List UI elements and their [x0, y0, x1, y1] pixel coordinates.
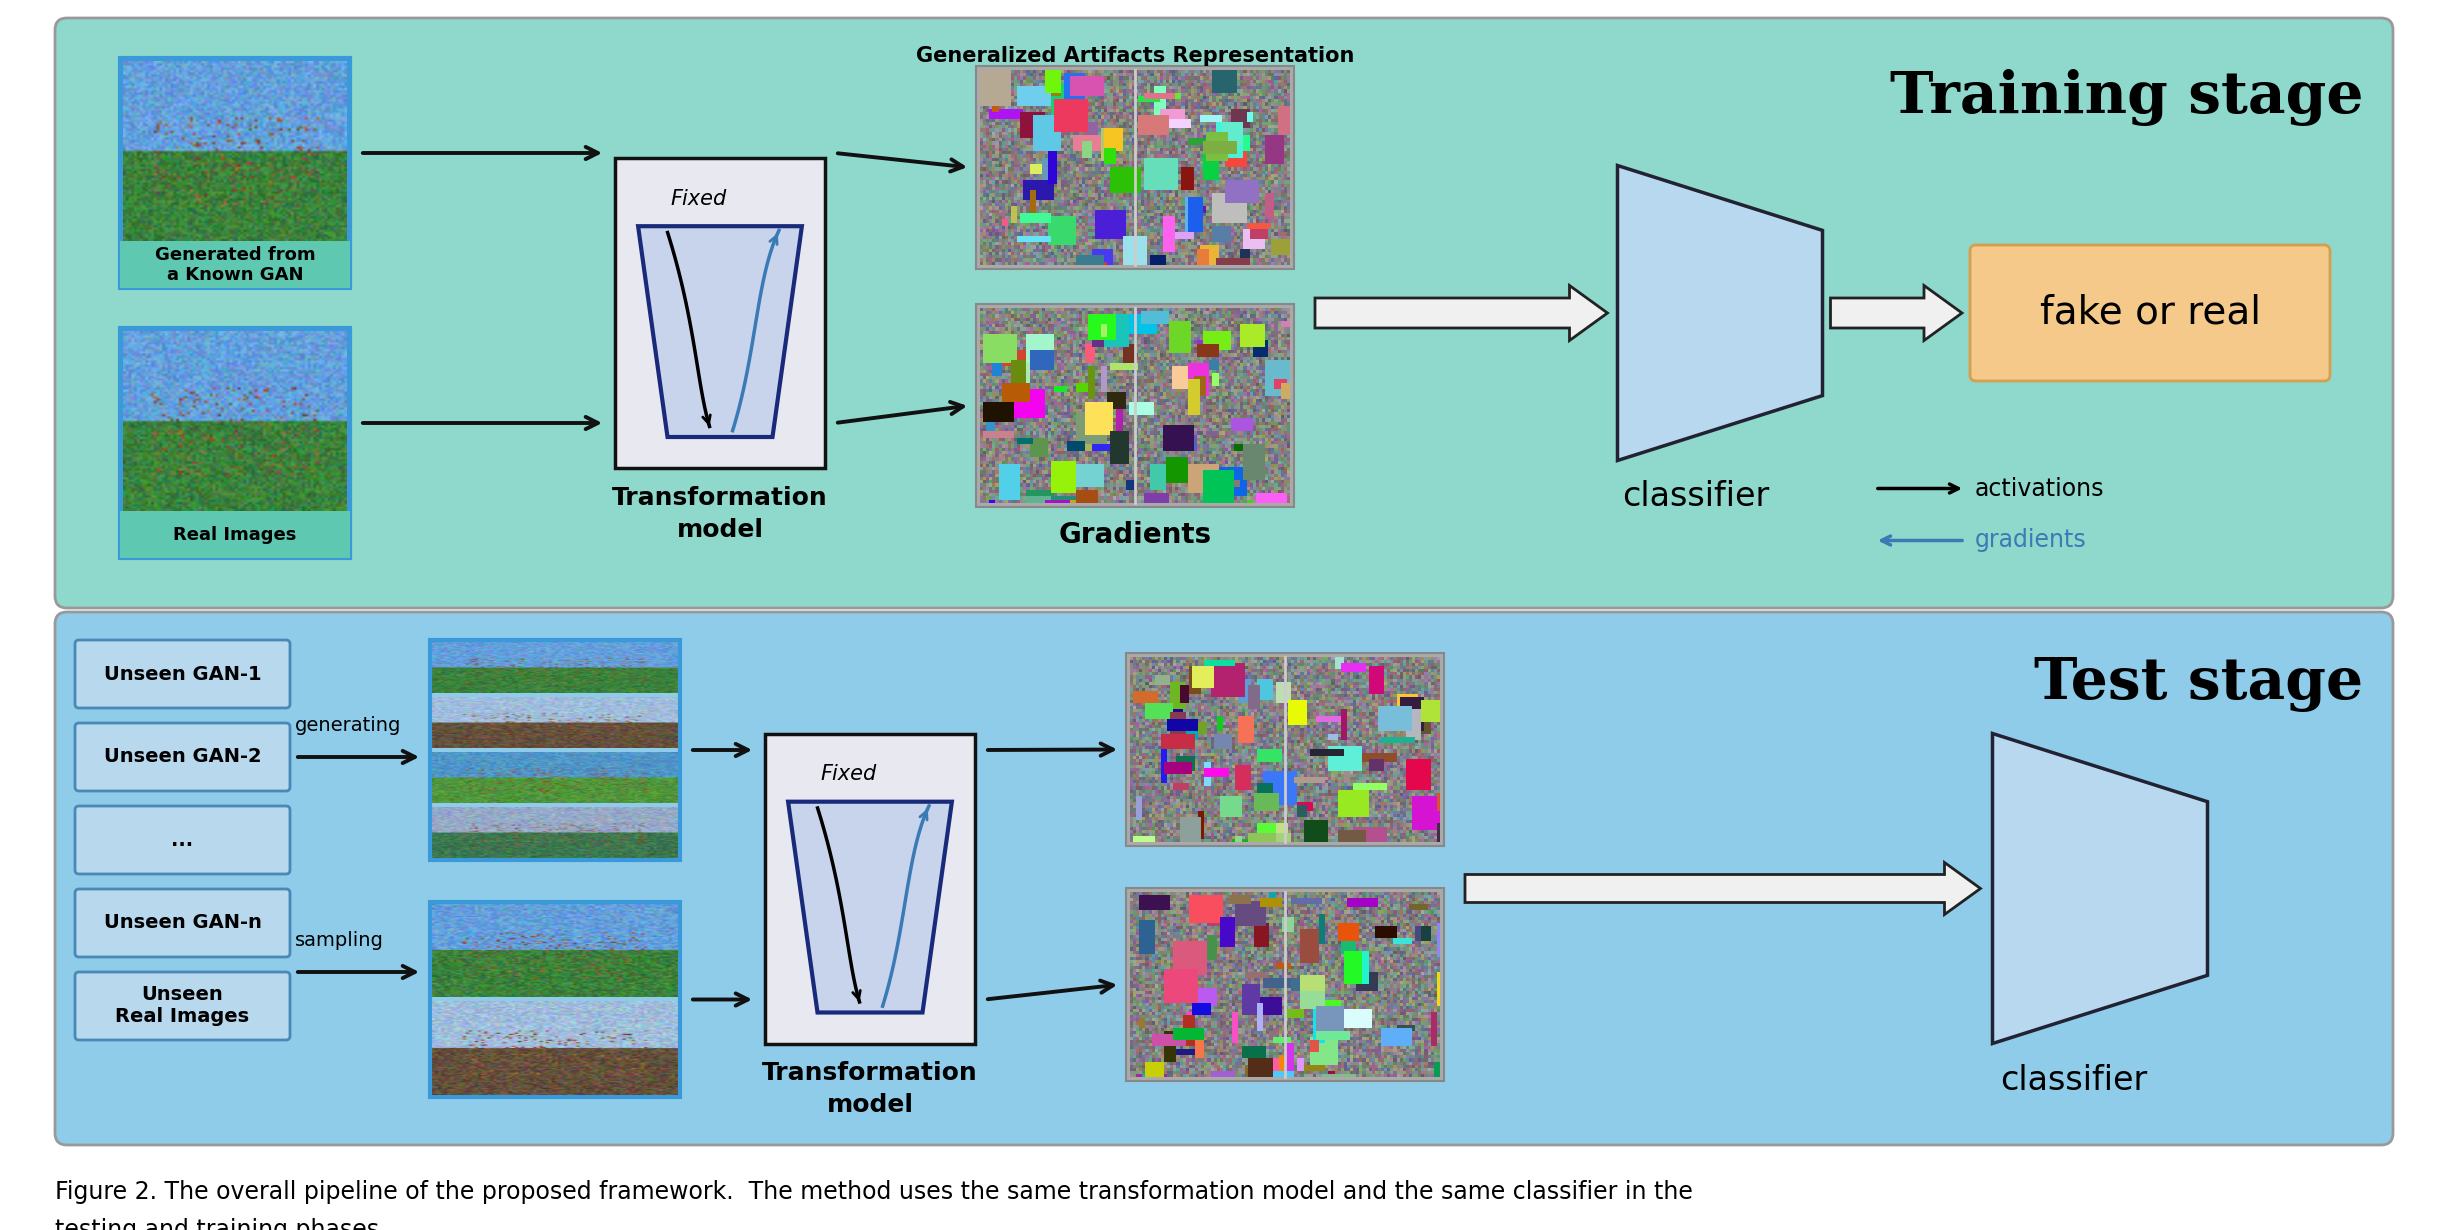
Bar — [431, 640, 681, 860]
Bar — [977, 66, 1295, 269]
Text: Unseen GAN-2: Unseen GAN-2 — [103, 748, 262, 766]
FancyBboxPatch shape — [76, 806, 289, 875]
Bar — [120, 58, 350, 288]
Text: gradients: gradients — [1976, 529, 2086, 552]
Text: Transformation
model: Transformation model — [612, 486, 827, 541]
Text: Fixed: Fixed — [820, 765, 876, 785]
Text: classifier: classifier — [2000, 1064, 2147, 1096]
FancyBboxPatch shape — [76, 723, 289, 791]
Text: Figure 2. The overall pipeline of the proposed framework.  The method uses the s: Figure 2. The overall pipeline of the pr… — [54, 1180, 1694, 1204]
Text: ...: ... — [171, 830, 193, 850]
Bar — [120, 510, 350, 558]
Bar — [1126, 888, 1444, 1081]
Text: Generalized Artifacts Representation: Generalized Artifacts Representation — [916, 46, 1354, 66]
Text: Fixed: Fixed — [671, 189, 727, 209]
Text: sampling: sampling — [296, 931, 384, 950]
Polygon shape — [1618, 166, 1821, 460]
Bar — [764, 733, 974, 1043]
Text: activations: activations — [1976, 476, 2105, 501]
FancyBboxPatch shape — [1971, 245, 2330, 381]
Text: Training stage: Training stage — [1890, 70, 2362, 127]
Text: Unseen
Real Images: Unseen Real Images — [115, 985, 250, 1027]
FancyBboxPatch shape — [76, 972, 289, 1041]
Polygon shape — [788, 802, 952, 1012]
FancyBboxPatch shape — [76, 640, 289, 708]
Text: classifier: classifier — [1621, 481, 1770, 513]
Bar — [120, 241, 350, 288]
Text: Transformation
model: Transformation model — [761, 1061, 977, 1117]
Text: generating: generating — [296, 716, 401, 736]
Bar — [120, 328, 350, 558]
Text: Unseen GAN-n: Unseen GAN-n — [103, 914, 262, 932]
FancyBboxPatch shape — [54, 18, 2394, 608]
FancyBboxPatch shape — [54, 613, 2394, 1145]
Bar — [614, 157, 825, 467]
Text: Unseen GAN-1: Unseen GAN-1 — [103, 664, 262, 684]
Text: Gradients: Gradients — [1058, 522, 1212, 549]
Text: testing and training phases.: testing and training phases. — [54, 1218, 387, 1230]
Bar — [431, 902, 681, 1097]
Text: Test stage: Test stage — [2034, 656, 2362, 712]
Polygon shape — [639, 226, 803, 437]
Bar — [1126, 653, 1444, 846]
Polygon shape — [1315, 285, 1608, 341]
Polygon shape — [1831, 285, 1961, 341]
FancyBboxPatch shape — [76, 889, 289, 957]
Bar — [977, 304, 1295, 507]
Polygon shape — [1464, 862, 1980, 914]
Text: fake or real: fake or real — [2039, 294, 2260, 332]
Text: Generated from
a Known GAN: Generated from a Known GAN — [154, 246, 316, 284]
Polygon shape — [1993, 733, 2208, 1043]
Text: Real Images: Real Images — [174, 526, 296, 544]
